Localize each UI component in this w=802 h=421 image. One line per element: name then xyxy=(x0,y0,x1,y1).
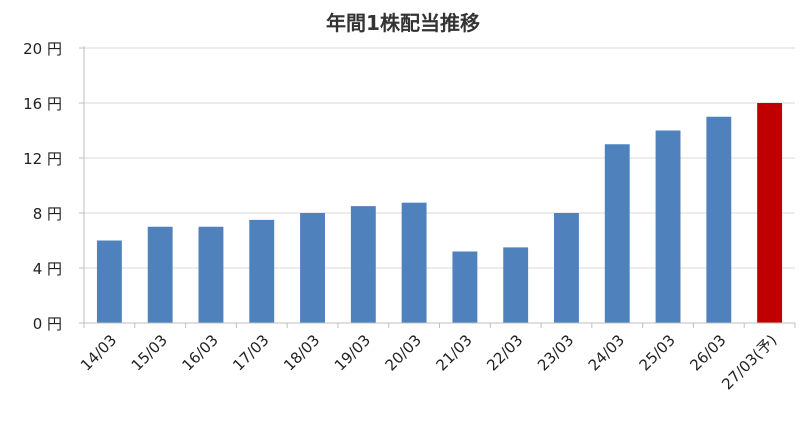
x-tick-label: 23/03 xyxy=(534,331,577,374)
chart-title: 年間1株配当推移 xyxy=(326,11,480,35)
x-tick-label: 24/03 xyxy=(585,331,628,374)
bar xyxy=(655,130,681,323)
y-tick-label: 12 円 xyxy=(23,150,62,168)
bar xyxy=(350,206,376,323)
bar xyxy=(757,103,783,323)
bar xyxy=(198,226,224,323)
x-tick-label: 21/03 xyxy=(432,331,475,374)
x-tick-label: 18/03 xyxy=(280,331,323,374)
x-tick-label: 14/03 xyxy=(77,331,120,374)
bar xyxy=(604,144,630,323)
bar xyxy=(300,213,325,323)
bar xyxy=(706,116,732,323)
y-tick-label: 20 円 xyxy=(23,40,62,58)
y-tick-label: 8 円 xyxy=(33,205,62,223)
bar xyxy=(96,240,122,323)
x-tick-label: 17/03 xyxy=(229,331,272,374)
x-tick-label: 25/03 xyxy=(636,331,679,374)
x-tick-label: 16/03 xyxy=(178,331,221,374)
x-tick-label: 15/03 xyxy=(128,331,171,374)
bar xyxy=(503,247,529,323)
x-tick-label: 26/03 xyxy=(686,331,729,374)
bar xyxy=(401,202,427,323)
bar xyxy=(147,226,173,323)
bar xyxy=(452,251,478,323)
bar xyxy=(249,219,275,323)
x-tick-label: 22/03 xyxy=(483,331,526,374)
x-tick-label: 20/03 xyxy=(382,331,425,374)
bar xyxy=(554,213,579,323)
y-tick-label: 16 円 xyxy=(23,95,62,113)
y-tick-label: 0 円 xyxy=(33,315,62,333)
x-tick-label: 19/03 xyxy=(331,331,374,374)
x-tick-label: 27/03(予) xyxy=(718,331,780,393)
y-tick-label: 4 円 xyxy=(33,260,62,278)
